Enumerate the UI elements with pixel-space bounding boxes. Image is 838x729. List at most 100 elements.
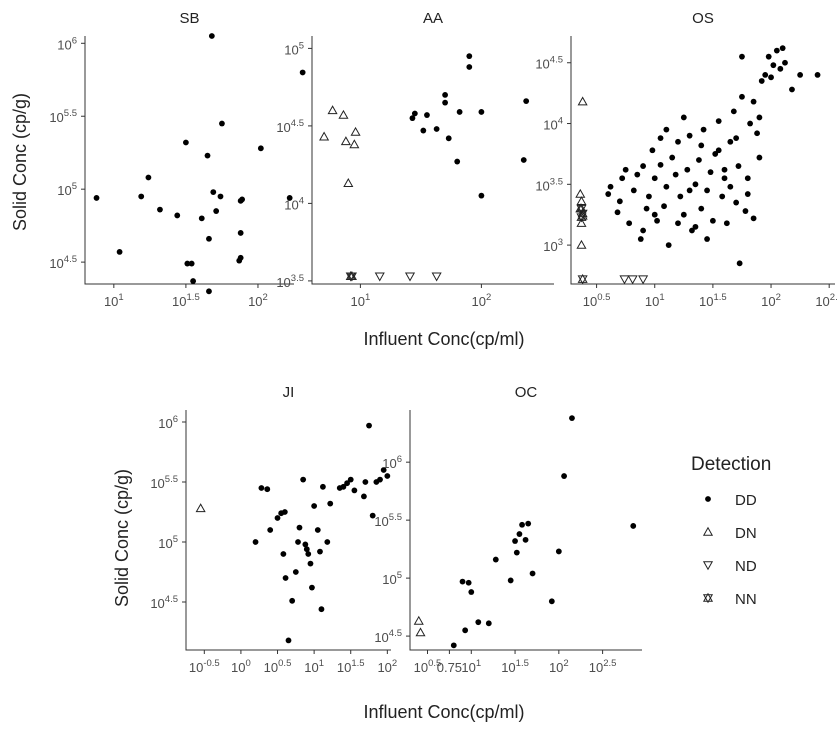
x-tick-label: 0.75 [437,660,462,675]
data-point-dd [735,163,742,169]
legend-dd-symbol [705,496,711,502]
data-point-dd [634,171,641,178]
data-point-dd [292,569,299,575]
data-point-dd [282,575,289,581]
data-point-dd [466,64,473,70]
data-point-dd [217,193,224,200]
data-point-dd [727,138,734,145]
x-tick-label: 10-0.5 [189,658,220,675]
data-point-dn [575,188,586,198]
legend-dn-symbol [702,526,714,536]
data-point-dd [307,560,314,567]
x-tick-label: 102.5 [589,658,617,675]
data-point-dd [770,62,777,69]
data-point-dd [736,260,743,267]
data-point-dd [561,473,567,479]
data-point-dd [516,531,523,537]
data-point-dd [258,485,265,491]
data-point-nn [346,271,357,282]
data-point-dd [442,99,448,106]
x-tick-label: 100 [231,658,251,675]
data-point-dd [327,500,334,507]
data-point-dd [182,139,189,146]
legend-label-nn: NN [735,591,757,608]
data-point-dd [733,135,740,142]
data-point-dd [782,59,788,66]
data-point-dd [206,288,212,295]
data-point-dd [468,589,475,595]
panel-oc: OC 100.50.75 101 101.5 102 102.5 104.5 105 105.5… [374,384,642,675]
data-point-dd [366,422,372,429]
axis-lines [185,410,391,651]
data-point-dd [184,260,191,267]
data-point-dd [630,187,637,194]
data-point-dn [350,126,361,136]
x-tick-label: 101 [304,658,324,675]
data-point-dd [340,483,347,490]
data-point-dd [237,230,244,236]
panel-title: SB [179,10,199,27]
data-point-dd [190,278,197,284]
data-point-dd [651,175,658,182]
y-tick-label: 106 [57,35,77,52]
data-point-dd [700,126,707,133]
legend-nd-symbol [702,561,714,571]
data-point-dd [267,527,274,533]
x-tick-label: 102 [472,292,492,309]
data-point-dd [754,130,760,137]
legend-label-dd: DD [735,492,757,509]
data-point-dd [351,487,358,494]
data-point-dd [637,236,644,242]
data-point-dd [478,192,485,199]
data-point-dd [380,467,387,473]
data-point-dd [462,627,469,634]
data-point-dd [475,619,482,626]
data-point-dd [296,524,303,531]
y-tick-label: 104 [284,195,304,212]
data-point-dd [264,486,271,493]
data-point-dn [327,105,338,115]
data-point-dd [362,479,369,485]
data-point-dd [361,493,367,500]
data-point-dd [680,211,687,218]
data-point-dd [520,157,527,163]
data-point-dd [459,578,466,585]
data-point-dd [237,254,244,261]
y-tick-label: 105 [57,181,77,198]
data-point-dd [675,220,681,227]
data-point-dd [640,163,647,169]
data-point-dd [280,551,287,557]
y-tick-label: 105.5 [49,108,77,125]
data-point-dd [739,53,745,60]
data-point-dd [369,512,376,519]
data-point-dd [450,642,457,649]
data-point-dn [349,139,360,149]
y-tick-label: 105 [284,40,304,57]
data-point-dd [616,198,623,205]
data-point-dd [204,152,211,159]
data-point-dd [669,154,676,161]
data-point-nn [576,211,587,223]
data-point-dd [456,109,463,115]
data-point-dd [513,549,520,556]
bottom-y-axis-title: Solid Conc (cp/g) [112,469,132,607]
y-tick-label: 103.5 [535,176,563,193]
data-point-dd [747,120,754,127]
x-tick-label: 101 [461,658,481,675]
data-point-dd [715,147,722,154]
data-point-dd [300,476,307,483]
data-point-dd [289,597,296,604]
data-point-dd [643,205,650,212]
data-point-dd [709,217,716,224]
panel-title: OS [692,10,714,27]
data-point-dd [198,215,205,222]
data-point-dd [314,527,321,533]
panel-ji: JI 10-0.5 100 100.5 101 101.5 102 104.5 105 105.5… [150,384,397,675]
axis-lines [570,36,835,285]
data-point-dd [607,183,614,190]
data-point-dd [210,189,217,195]
panel-title: OC [515,384,538,401]
data-point-dd [478,109,485,115]
